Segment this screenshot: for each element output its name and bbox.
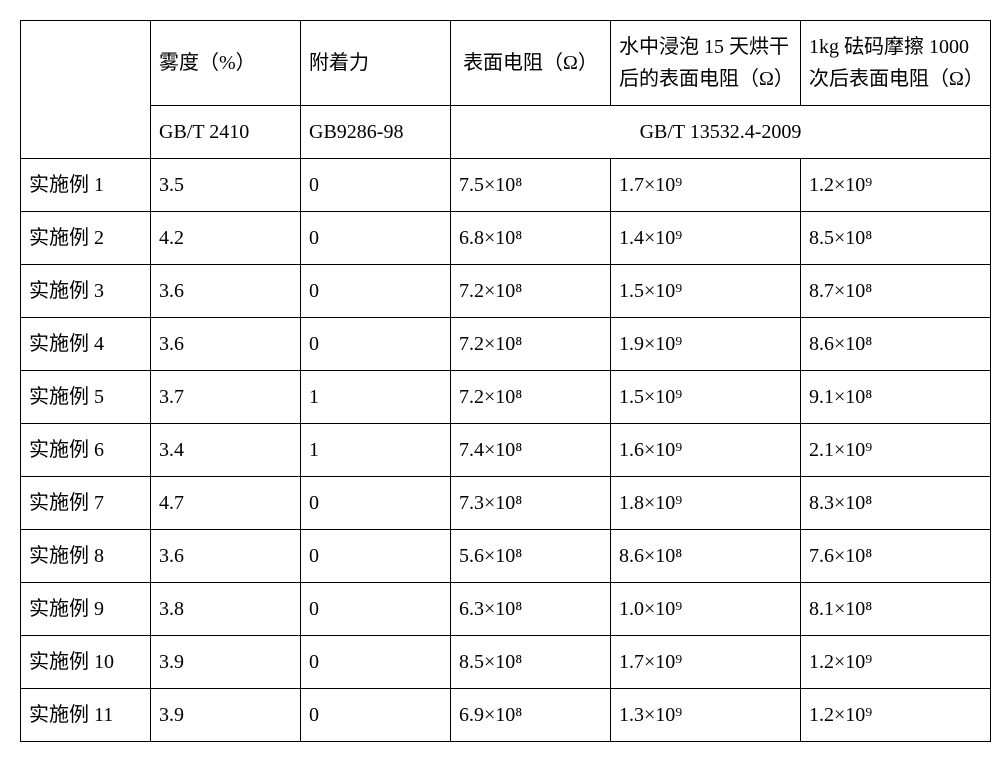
cell-adh: 0 xyxy=(301,583,451,636)
cell-r2: 1.6×10⁹ xyxy=(611,424,801,477)
cell-haze: 3.9 xyxy=(151,636,301,689)
table-row: 实施例 43.607.2×10⁸1.9×10⁹8.6×10⁸ xyxy=(21,318,991,371)
cell-adh: 1 xyxy=(301,424,451,477)
cell-haze: 3.6 xyxy=(151,530,301,583)
cell-adh: 0 xyxy=(301,265,451,318)
cell-adh: 1 xyxy=(301,371,451,424)
cell-adh: 0 xyxy=(301,212,451,265)
cell-haze: 4.2 xyxy=(151,212,301,265)
cell-adh: 0 xyxy=(301,159,451,212)
cell-r3: 8.5×10⁸ xyxy=(801,212,991,265)
std-adhesion: GB9286-98 xyxy=(301,106,451,159)
cell-r2: 1.5×10⁹ xyxy=(611,371,801,424)
cell-adh: 0 xyxy=(301,318,451,371)
cell-adh: 0 xyxy=(301,689,451,742)
cell-r3: 2.1×10⁹ xyxy=(801,424,991,477)
cell-label: 实施例 9 xyxy=(21,583,151,636)
cell-r3: 8.7×10⁸ xyxy=(801,265,991,318)
cell-haze: 3.4 xyxy=(151,424,301,477)
cell-r2: 1.8×10⁹ xyxy=(611,477,801,530)
cell-label: 实施例 10 xyxy=(21,636,151,689)
cell-haze: 3.5 xyxy=(151,159,301,212)
header-row-1: 雾度（%） 附着力 表面电阻（Ω） 水中浸泡 15 天烘干后的表面电阻（Ω） 1… xyxy=(21,21,991,106)
cell-haze: 3.6 xyxy=(151,265,301,318)
cell-r3: 7.6×10⁸ xyxy=(801,530,991,583)
cell-label: 实施例 8 xyxy=(21,530,151,583)
cell-r1: 6.8×10⁸ xyxy=(451,212,611,265)
cell-r2: 1.3×10⁹ xyxy=(611,689,801,742)
cell-label: 实施例 4 xyxy=(21,318,151,371)
table-row: 实施例 24.206.8×10⁸1.4×10⁹8.5×10⁸ xyxy=(21,212,991,265)
table-row: 实施例 63.417.4×10⁸1.6×10⁹2.1×10⁹ xyxy=(21,424,991,477)
cell-r3: 9.1×10⁸ xyxy=(801,371,991,424)
cell-r2: 1.0×10⁹ xyxy=(611,583,801,636)
cell-haze: 3.9 xyxy=(151,689,301,742)
cell-haze: 3.7 xyxy=(151,371,301,424)
cell-r1: 7.2×10⁸ xyxy=(451,265,611,318)
header-haze: 雾度（%） xyxy=(151,21,301,106)
cell-haze: 3.6 xyxy=(151,318,301,371)
table-row: 实施例 13.507.5×10⁸1.7×10⁹1.2×10⁹ xyxy=(21,159,991,212)
table-row: 实施例 113.906.9×10⁸1.3×10⁹1.2×10⁹ xyxy=(21,689,991,742)
cell-r2: 1.4×10⁹ xyxy=(611,212,801,265)
cell-r2: 1.7×10⁹ xyxy=(611,159,801,212)
cell-label: 实施例 3 xyxy=(21,265,151,318)
cell-r2: 1.9×10⁹ xyxy=(611,318,801,371)
header-resistance: 表面电阻（Ω） xyxy=(451,21,611,106)
cell-r3: 1.2×10⁹ xyxy=(801,636,991,689)
header-blank xyxy=(21,21,151,159)
cell-r2: 8.6×10⁸ xyxy=(611,530,801,583)
cell-r1: 7.3×10⁸ xyxy=(451,477,611,530)
cell-r3: 8.1×10⁸ xyxy=(801,583,991,636)
cell-r3: 8.6×10⁸ xyxy=(801,318,991,371)
cell-label: 实施例 2 xyxy=(21,212,151,265)
cell-label: 实施例 11 xyxy=(21,689,151,742)
header-soak: 水中浸泡 15 天烘干后的表面电阻（Ω） xyxy=(611,21,801,106)
cell-r1: 5.6×10⁸ xyxy=(451,530,611,583)
cell-r2: 1.5×10⁹ xyxy=(611,265,801,318)
cell-r1: 7.2×10⁸ xyxy=(451,371,611,424)
cell-r2: 1.7×10⁹ xyxy=(611,636,801,689)
table-row: 实施例 103.908.5×10⁸1.7×10⁹1.2×10⁹ xyxy=(21,636,991,689)
header-adhesion: 附着力 xyxy=(301,21,451,106)
cell-label: 实施例 1 xyxy=(21,159,151,212)
data-table: 雾度（%） 附着力 表面电阻（Ω） 水中浸泡 15 天烘干后的表面电阻（Ω） 1… xyxy=(20,20,991,742)
table-row: 实施例 83.605.6×10⁸8.6×10⁸7.6×10⁸ xyxy=(21,530,991,583)
cell-label: 实施例 6 xyxy=(21,424,151,477)
cell-adh: 0 xyxy=(301,477,451,530)
table-row: 实施例 53.717.2×10⁸1.5×10⁹9.1×10⁸ xyxy=(21,371,991,424)
cell-r3: 1.2×10⁹ xyxy=(801,159,991,212)
cell-r1: 7.4×10⁸ xyxy=(451,424,611,477)
std-resistance: GB/T 13532.4-2009 xyxy=(451,106,991,159)
std-haze: GB/T 2410 xyxy=(151,106,301,159)
table-row: 实施例 93.806.3×10⁸1.0×10⁹8.1×10⁸ xyxy=(21,583,991,636)
header-friction: 1kg 砝码摩擦 1000 次后表面电阻（Ω） xyxy=(801,21,991,106)
cell-r1: 6.3×10⁸ xyxy=(451,583,611,636)
cell-r3: 8.3×10⁸ xyxy=(801,477,991,530)
table-row: 实施例 74.707.3×10⁸1.8×10⁹8.3×10⁸ xyxy=(21,477,991,530)
cell-label: 实施例 5 xyxy=(21,371,151,424)
table-row: 实施例 33.607.2×10⁸1.5×10⁹8.7×10⁸ xyxy=(21,265,991,318)
cell-r1: 6.9×10⁸ xyxy=(451,689,611,742)
cell-r1: 7.5×10⁸ xyxy=(451,159,611,212)
cell-r3: 1.2×10⁹ xyxy=(801,689,991,742)
cell-label: 实施例 7 xyxy=(21,477,151,530)
cell-haze: 3.8 xyxy=(151,583,301,636)
cell-adh: 0 xyxy=(301,636,451,689)
cell-r1: 7.2×10⁸ xyxy=(451,318,611,371)
cell-r1: 8.5×10⁸ xyxy=(451,636,611,689)
cell-adh: 0 xyxy=(301,530,451,583)
cell-haze: 4.7 xyxy=(151,477,301,530)
header-row-2: GB/T 2410 GB9286-98 GB/T 13532.4-2009 xyxy=(21,106,991,159)
